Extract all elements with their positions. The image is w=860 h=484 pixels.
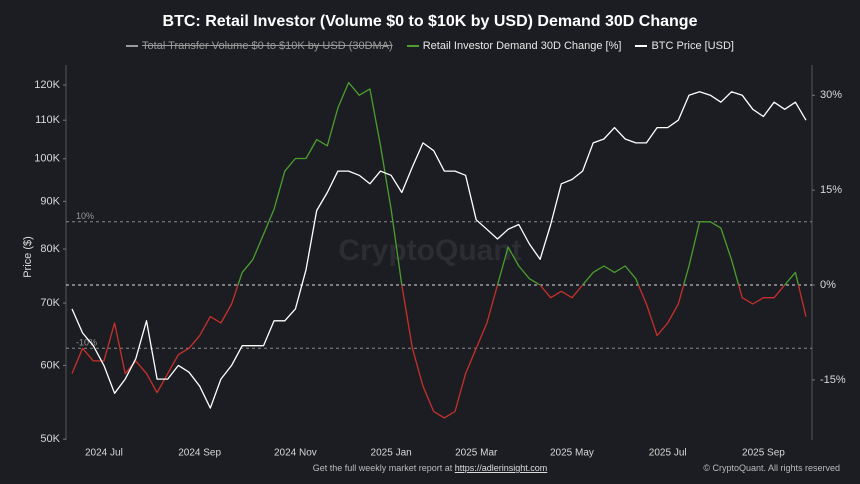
series-line	[71, 81, 807, 419]
legend-label: Total Transfer Volume $0 to $10K by USD …	[142, 40, 393, 52]
x-tick-label: 2025 May	[550, 448, 594, 459]
chart-title: BTC: Retail Investor (Volume $0 to $10K …	[163, 13, 698, 30]
promo-text: Get the full weekly market report at	[312, 463, 455, 473]
x-tick-label: 2025 Sep	[742, 448, 785, 459]
watermark: CryptoQuant	[338, 234, 521, 267]
promo-link[interactable]: https://adlerinsight.com	[454, 463, 548, 473]
legend-item[interactable]: Retail Investor Demand 30D Change [%]	[406, 40, 622, 52]
y2-tick-label: 0%	[820, 279, 836, 291]
y-tick-label: 50K	[40, 433, 60, 445]
y-tick-label: 120K	[34, 79, 60, 91]
legend-swatch	[406, 45, 419, 47]
reference-label: 10%	[76, 211, 94, 221]
x-tick-label: 2024 Jul	[85, 448, 123, 459]
x-tick-label: 2024 Sep	[178, 448, 221, 459]
legend-label: Retail Investor Demand 30D Change [%]	[422, 40, 622, 52]
x-tick-label: 2024 Nov	[274, 448, 317, 459]
legend-swatch	[635, 45, 648, 47]
y-tick-label: 60K	[40, 359, 60, 371]
legend: Total Transfer Volume $0 to $10K by USD …	[0, 40, 860, 52]
promo: Get the full weekly market report at htt…	[0, 463, 860, 473]
series-line	[71, 91, 807, 409]
legend-item[interactable]: Total Transfer Volume $0 to $10K by USD …	[126, 40, 393, 52]
y-axis-label: Price ($)	[22, 236, 34, 278]
y-tick-label: 110K	[35, 114, 61, 126]
x-tick-label: 2025 Jan	[371, 448, 412, 459]
x-tick-label: 2025 Jul	[649, 448, 687, 459]
x-tick-label: 2025 Mar	[455, 448, 498, 459]
y-tick-label: 100K	[34, 153, 60, 165]
y2-tick-label: -15%	[820, 374, 846, 386]
legend-item[interactable]: BTC Price [USD]	[635, 40, 734, 52]
y-tick-label: 70K	[40, 297, 60, 309]
legend-swatch	[126, 45, 139, 47]
y-tick-label: 90K	[40, 195, 60, 207]
reference-label: -10%	[76, 338, 97, 348]
y2-tick-label: 15%	[820, 184, 842, 196]
y-tick-label: 80K	[40, 243, 60, 255]
legend-label: BTC Price [USD]	[651, 40, 734, 52]
copyright: © CryptoQuant. All rights reserved	[703, 463, 840, 473]
y2-tick-label: 30%	[820, 89, 842, 101]
